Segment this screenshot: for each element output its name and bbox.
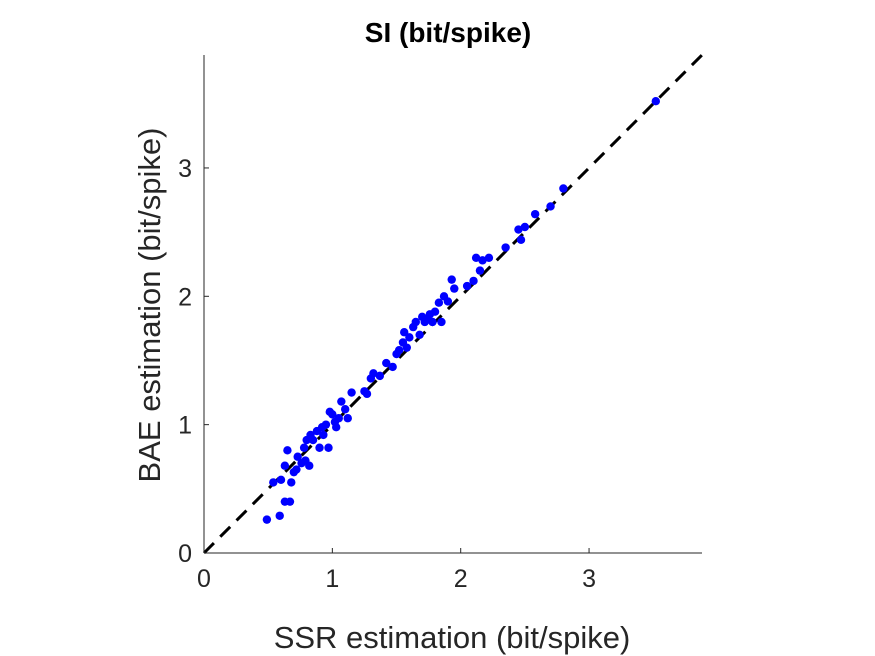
data-point [362, 389, 372, 399]
data-point [514, 225, 523, 234]
data-point [319, 430, 328, 440]
y-tick-label: 0 [178, 540, 192, 568]
data-point [369, 369, 378, 378]
data-point [405, 333, 414, 342]
data-point [337, 397, 346, 406]
data-point [283, 446, 292, 455]
x-tick-label: 1 [325, 565, 339, 593]
data-point [334, 414, 343, 423]
data-point [402, 343, 411, 352]
data-point [343, 414, 352, 423]
data-point [430, 307, 440, 316]
y-tick-label: 2 [178, 283, 192, 311]
data-point [434, 298, 444, 307]
data-point [299, 443, 309, 452]
data-point [262, 515, 272, 524]
data-point [415, 330, 424, 340]
data-point [324, 443, 333, 452]
data-point [388, 362, 397, 372]
data-point [411, 317, 420, 327]
data-point [400, 328, 409, 337]
y-tick-label: 3 [178, 155, 192, 183]
data-point [651, 97, 660, 106]
data-point [332, 423, 341, 432]
data-point [347, 388, 356, 397]
data-point [315, 443, 324, 452]
data-points [262, 97, 660, 524]
x-tick-label: 3 [582, 565, 596, 593]
x-tick-label: 2 [454, 565, 468, 593]
chart-title: SI (bit/spike) [365, 17, 531, 48]
data-point [382, 358, 391, 368]
data-point [469, 276, 478, 286]
x-axis-label: SSR estimation (bit/spike) [274, 620, 631, 655]
data-point [443, 297, 453, 306]
data-point [475, 266, 485, 275]
data-point [321, 420, 331, 429]
data-point [275, 511, 284, 520]
data-point [559, 184, 568, 193]
data-point [276, 475, 286, 485]
y-axis-label: BAE estimation (bit/spike) [132, 128, 167, 483]
data-point [293, 452, 302, 461]
x-axis-ticks: 0 1 2 3 [197, 548, 596, 593]
data-point [546, 202, 555, 211]
data-point [478, 256, 487, 265]
data-point [305, 461, 314, 470]
data-point [437, 317, 446, 327]
data-point [462, 281, 472, 291]
data-point [340, 405, 350, 414]
data-point [530, 209, 540, 219]
y-tick-label: 1 [178, 412, 192, 440]
data-point [450, 284, 459, 293]
data-point [520, 222, 530, 232]
data-point [516, 235, 526, 245]
data-point [447, 275, 456, 284]
plot-area [202, 53, 704, 555]
data-point [308, 435, 318, 445]
data-point [292, 465, 301, 474]
data-point [484, 253, 494, 262]
data-point [428, 317, 437, 327]
data-point [328, 410, 337, 419]
data-point [501, 243, 510, 252]
data-point [269, 478, 278, 487]
data-point [375, 371, 385, 381]
data-point [280, 461, 290, 470]
identity-reference-line [202, 53, 704, 555]
data-point [285, 497, 295, 506]
y-axis-ticks: 0 1 2 3 [178, 155, 209, 568]
x-tick-label: 0 [197, 565, 211, 593]
data-point [287, 478, 296, 487]
data-point [394, 346, 404, 355]
data-point [471, 253, 481, 262]
